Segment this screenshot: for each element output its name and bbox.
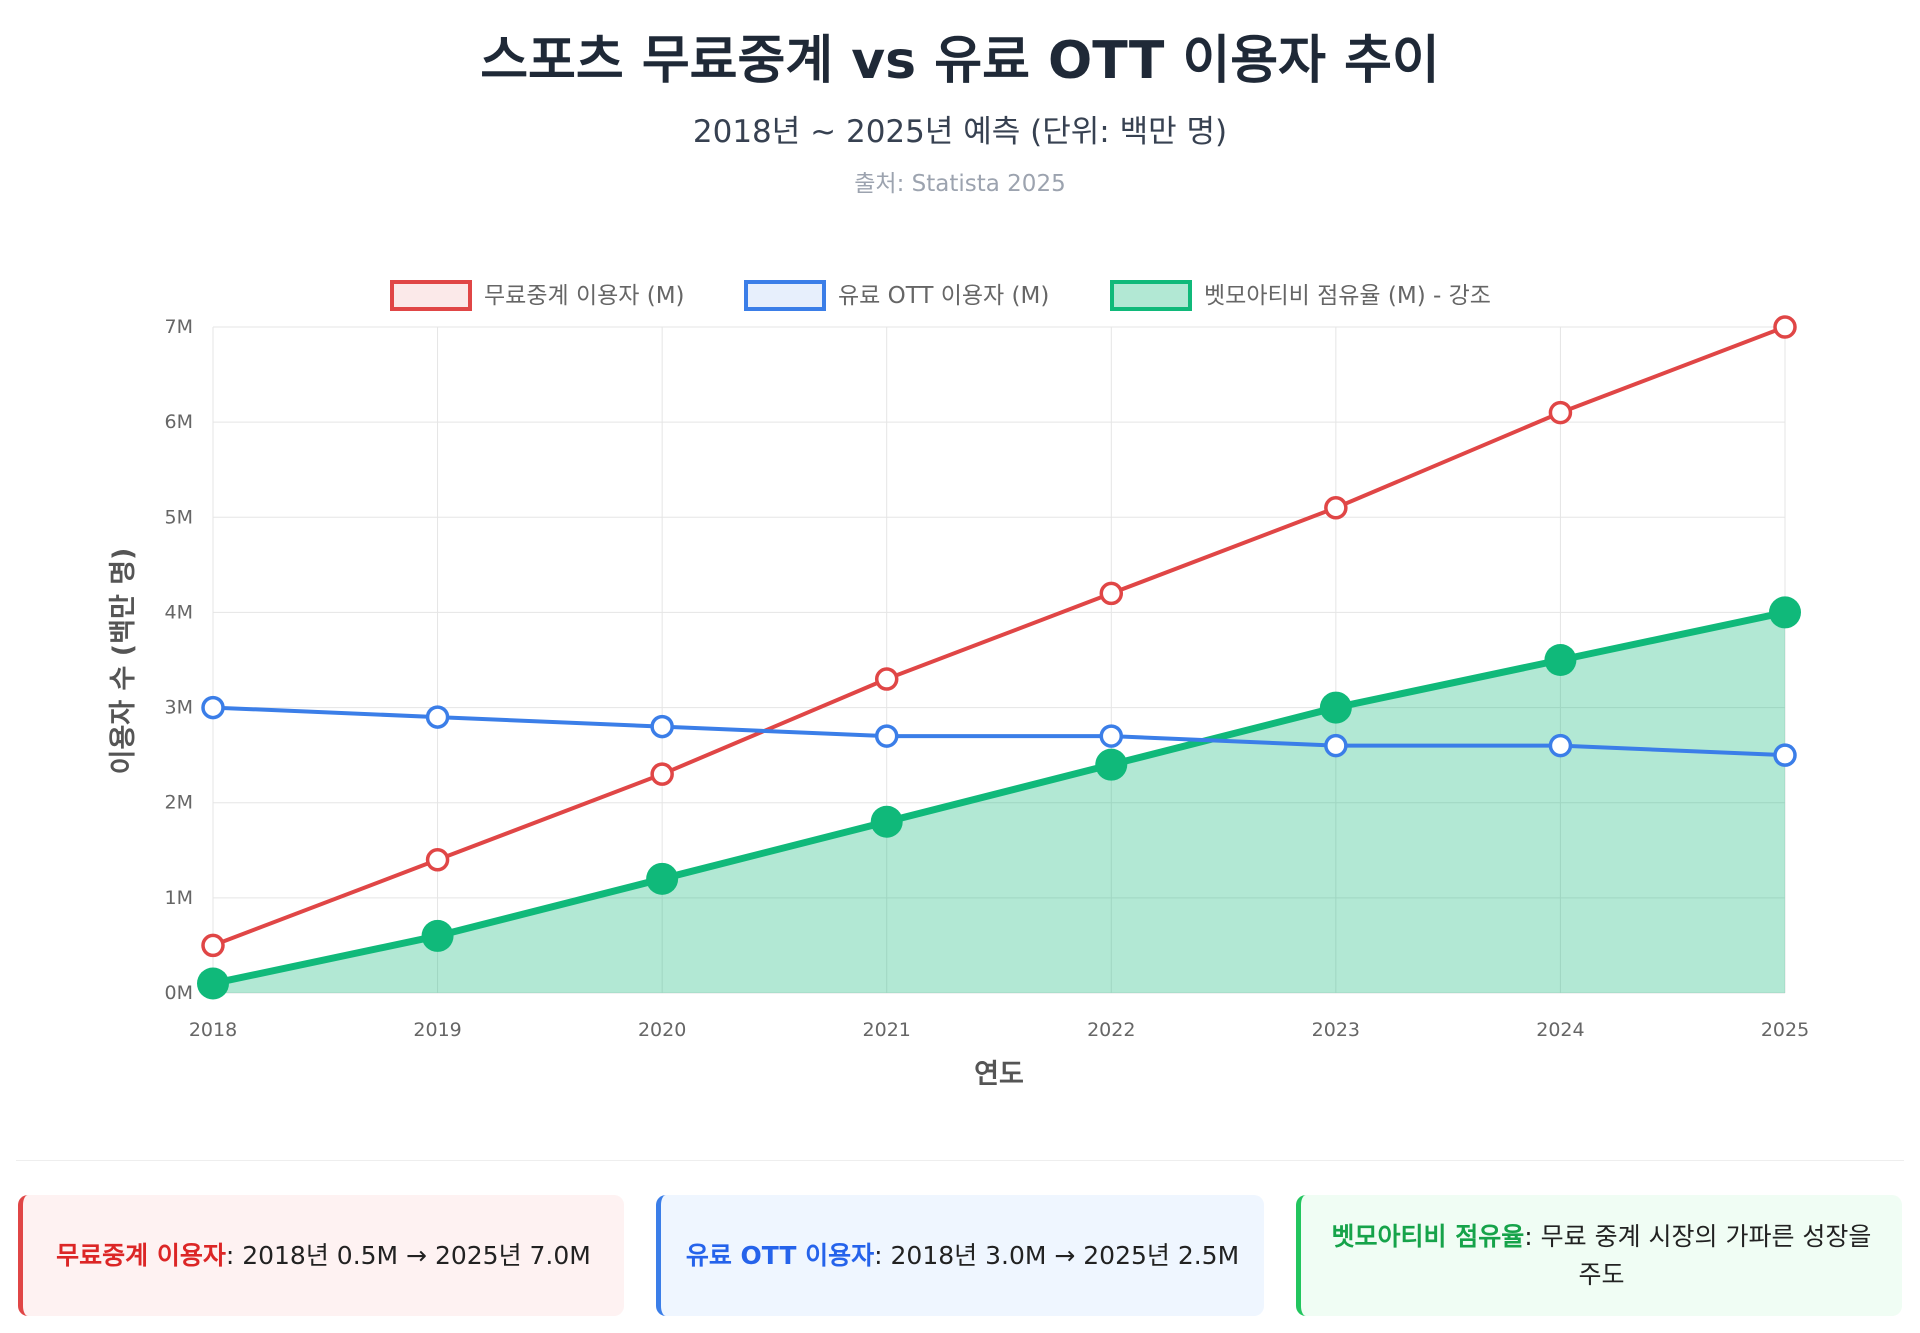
x-tick-label: 2025 (1761, 1019, 1809, 1041)
data-point (425, 848, 450, 872)
y-tick-label: 3M (165, 697, 193, 719)
card-betmoa-share: 벳모아티비 점유율: 무료 중계 시장의 가파른 성장을 주도 (1296, 1195, 1902, 1316)
data-point (1319, 691, 1352, 724)
data-point (650, 714, 674, 739)
y-tick-label: 0M (165, 982, 193, 1004)
data-point (197, 967, 229, 1000)
data-point (1095, 748, 1128, 781)
source-note: 출처: Statista 2025 (854, 171, 1066, 197)
data-point (650, 762, 674, 786)
card-text: : 무료 중계 시장의 가파른 성장을 주도 (1524, 1221, 1872, 1289)
y-tick-label: 2M (165, 792, 193, 814)
page-title: 스포츠 무료중계 vs 유료 OTT 이용자 추이 (480, 31, 1440, 91)
x-tick-label: 2021 (863, 1019, 911, 1041)
card-text: : 2018년 0.5M → 2025년 7.0M (225, 1240, 591, 1270)
legend-swatch (1110, 280, 1192, 311)
x-tick-label: 2024 (1536, 1019, 1584, 1041)
card-label: 유료 OTT 이용자 (685, 1240, 875, 1270)
x-tick-label: 2022 (1087, 1019, 1135, 1041)
data-point (1099, 581, 1124, 606)
data-point (874, 724, 899, 748)
x-tick-label: 2019 (413, 1019, 461, 1041)
data-point (1548, 400, 1573, 425)
data-point (1099, 724, 1124, 748)
legend-swatch (390, 280, 472, 311)
data-point (1769, 596, 1801, 629)
card-label: 벳모아티비 점유율 (1331, 1221, 1525, 1251)
data-point (201, 933, 225, 958)
divider (16, 1160, 1904, 1161)
card-free-broadcast: 무료중계 이용자: 2018년 0.5M → 2025년 7.0M (18, 1195, 624, 1316)
data-point (646, 862, 679, 895)
series-line (212, 325, 1786, 948)
legend-label: 무료중계 이용자 (M) (484, 283, 685, 309)
y-tick-label: 1M (165, 887, 193, 909)
data-point (870, 805, 903, 838)
legend-label: 유료 OTT 이용자 (M) (838, 283, 1049, 309)
data-point (1544, 644, 1577, 676)
data-point (1548, 733, 1573, 758)
legend-label: 벳모아티비 점유율 (M) - 강조 (1204, 283, 1491, 309)
data-point (421, 919, 454, 952)
page-subtitle: 2018년 ~ 2025년 예측 (단위: 백만 명) (692, 114, 1228, 150)
y-tick-label: 6M (165, 411, 193, 433)
card-label: 무료중계 이용자 (56, 1240, 226, 1270)
x-axis-title: 연도 (974, 1059, 1024, 1090)
y-tick-label: 4M (165, 601, 193, 623)
y-axis-title: 이용자 수 (백만 명) (108, 548, 139, 775)
x-tick-label: 2023 (1312, 1019, 1360, 1041)
data-point (874, 667, 899, 691)
legend-swatch (744, 280, 826, 311)
series-line (212, 705, 1786, 758)
y-tick-label: 5M (165, 506, 193, 528)
data-point (1324, 496, 1348, 520)
x-tick-label: 2020 (638, 1019, 686, 1041)
data-point (1773, 743, 1797, 767)
data-point (425, 705, 450, 729)
y-tick-label: 7M (165, 316, 193, 338)
data-point (201, 695, 225, 720)
x-tick-label: 2018 (189, 1019, 237, 1041)
card-text: : 2018년 3.0M → 2025년 2.5M (874, 1240, 1240, 1270)
series-area-fill (213, 612, 1785, 993)
data-point (1324, 733, 1348, 758)
card-paid-ott: 유료 OTT 이용자: 2018년 3.0M → 2025년 2.5M (656, 1195, 1264, 1316)
line-chart: 0M 1M 2M 3M 4M 5M 6M 7M 2018 2019 2020 2021 2022 2023… (108, 280, 1809, 1090)
series-line (212, 609, 1786, 987)
data-point (1773, 315, 1797, 339)
